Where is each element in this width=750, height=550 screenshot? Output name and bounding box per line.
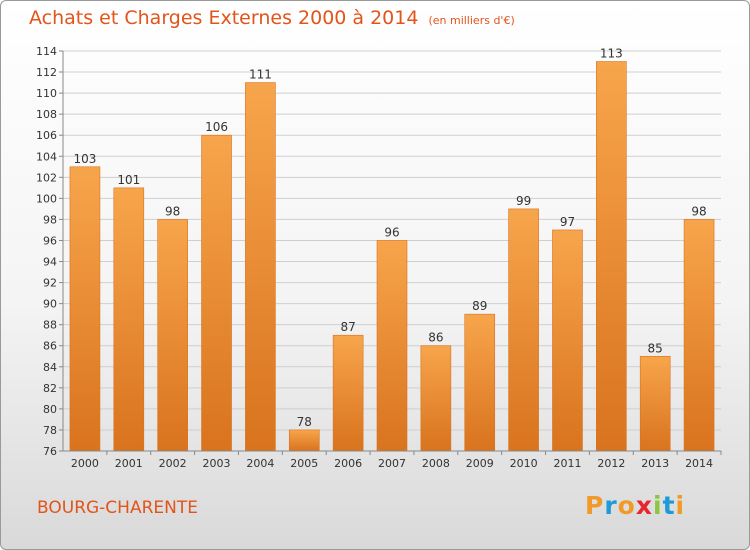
x-tick-label: 2004 xyxy=(246,457,274,470)
chart-unit: (en milliers d'€) xyxy=(428,14,515,27)
y-tick-label: 100 xyxy=(36,192,57,205)
data-label: 98 xyxy=(165,204,180,218)
x-tick-label: 2013 xyxy=(641,457,669,470)
x-tick-label: 2011 xyxy=(553,457,581,470)
y-tick-labels: 76 78 80 82 84 86 88 90 92 94 96 98 100 102 104 106 108 1… xyxy=(36,45,57,458)
bar-2010 xyxy=(508,208,539,452)
y-tick-label: 104 xyxy=(36,150,57,163)
x-tick-label: 2002 xyxy=(159,457,187,470)
bar-2005 xyxy=(288,429,320,452)
bar-2000 xyxy=(69,166,101,452)
data-label: 98 xyxy=(691,204,706,218)
bar-2009 xyxy=(464,313,496,452)
y-tick-label: 92 xyxy=(43,277,57,290)
bars xyxy=(69,61,715,452)
bar-2001 xyxy=(113,187,145,452)
y-tick-label: 106 xyxy=(36,129,57,142)
y-tick-label: 114 xyxy=(36,45,57,58)
data-label: 101 xyxy=(117,173,140,187)
data-label: 99 xyxy=(516,194,531,208)
bar-2007 xyxy=(376,240,408,452)
data-label: 96 xyxy=(384,225,399,239)
y-tick-label: 84 xyxy=(43,361,57,374)
axes xyxy=(62,51,721,452)
bar-2003 xyxy=(201,134,232,452)
logo-letter: i xyxy=(653,491,663,520)
x-tick-label: 2000 xyxy=(71,457,99,470)
y-tick-label: 98 xyxy=(43,213,57,226)
x-tick-label: 2009 xyxy=(466,457,494,470)
data-labels: 103 101 98 106 111 78 87 96 86 89 99 97 113 85 98 xyxy=(73,47,706,429)
y-tick-label: 112 xyxy=(36,66,57,79)
bar-2011 xyxy=(552,229,583,452)
data-label: 78 xyxy=(297,415,312,429)
data-label: 111 xyxy=(249,68,272,82)
data-label: 85 xyxy=(648,341,663,355)
bar-2013 xyxy=(639,355,671,452)
x-tick-label: 2003 xyxy=(203,457,231,470)
y-tick-label: 82 xyxy=(43,382,57,395)
data-label: 106 xyxy=(205,120,228,134)
chart-title-text: Achats et Charges Externes 2000 à 2014 xyxy=(29,7,419,29)
x-tick-label: 2006 xyxy=(334,457,362,470)
x-tick-label: 2014 xyxy=(685,457,713,470)
data-label: 97 xyxy=(560,215,575,229)
y-tick-label: 88 xyxy=(43,319,57,332)
x-tick-label: 2010 xyxy=(510,457,538,470)
bar-2006 xyxy=(332,334,364,452)
y-tick-label: 90 xyxy=(43,298,57,311)
x-tick-label: 2007 xyxy=(378,457,406,470)
data-label: 86 xyxy=(428,331,443,345)
logo-letter: o xyxy=(617,491,636,520)
x-tick-label: 2001 xyxy=(115,457,143,470)
bar-2014 xyxy=(683,219,715,452)
y-tick-label: 94 xyxy=(43,256,57,269)
y-tick-label: 110 xyxy=(36,87,57,100)
bar-2012 xyxy=(596,61,627,452)
x-tick-label: 2008 xyxy=(422,457,450,470)
y-tick-label: 108 xyxy=(36,108,57,121)
y-tick-label: 78 xyxy=(43,424,57,437)
y-tick-label: 96 xyxy=(43,234,57,247)
data-label: 87 xyxy=(340,320,355,334)
logo-letter: r xyxy=(604,491,618,520)
y-tick-label: 76 xyxy=(43,445,57,458)
bar-2008 xyxy=(420,345,452,452)
bar-2004 xyxy=(245,82,276,452)
bar-2002 xyxy=(157,219,188,452)
y-tick-label: 80 xyxy=(43,403,57,416)
data-label: 89 xyxy=(472,299,487,313)
chart-title: Achats et Charges Externes 2000 à 2014 (e… xyxy=(29,7,515,29)
data-label: 103 xyxy=(73,152,96,166)
location-label: BOURG-CHARENTE xyxy=(37,498,198,518)
logo-letter: x xyxy=(635,491,653,520)
proxiti-logo: Proxiti xyxy=(585,491,685,520)
y-tick-label: 102 xyxy=(36,171,57,184)
logo-letter: i xyxy=(675,491,686,520)
x-tick-labels: 2000 2001 2002 2003 2004 2005 2006 2007 2008 2009… xyxy=(71,457,713,470)
x-tick-label: 2012 xyxy=(597,457,625,470)
x-tick-label: 2005 xyxy=(290,457,318,470)
logo-letter: t xyxy=(662,491,676,520)
y-tick-label: 86 xyxy=(43,340,57,353)
data-label: 113 xyxy=(600,47,623,61)
logo-letter: P xyxy=(585,491,605,520)
